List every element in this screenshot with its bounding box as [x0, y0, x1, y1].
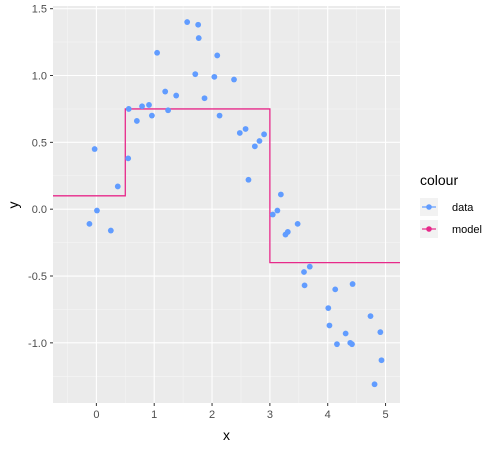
data-point-49	[377, 329, 384, 336]
x-tick-label-0: 0	[93, 409, 99, 421]
data-point-4	[114, 183, 121, 190]
data-point-42	[334, 341, 340, 348]
legend-key-data-point	[426, 204, 432, 210]
data-point-21	[214, 52, 221, 59]
data-point-5	[125, 155, 132, 162]
data-point-22	[216, 112, 223, 119]
data-point-10	[148, 112, 155, 119]
x-tick-label-5: 5	[382, 409, 388, 421]
data-point-46	[349, 281, 356, 287]
data-point-6	[125, 106, 132, 112]
legend-label-data: data	[452, 202, 474, 214]
y-tick-label-3: 0.5	[32, 137, 47, 149]
data-point-40	[326, 322, 333, 329]
data-point-35	[294, 220, 301, 227]
data-point-3	[107, 227, 114, 234]
x-tick-label-2: 2	[209, 409, 215, 421]
data-point-24	[236, 130, 243, 136]
data-point-38	[306, 263, 313, 270]
model-step-line	[53, 108, 400, 264]
data-point-11	[154, 49, 161, 56]
data-point-45	[349, 341, 355, 348]
data-point-32	[277, 191, 284, 198]
legend: colour data model	[420, 172, 482, 238]
x-axis-title: x	[223, 427, 230, 443]
data-point-29	[261, 131, 267, 138]
plot-panel	[53, 6, 400, 403]
data-point-17	[195, 21, 202, 28]
data-point-15	[184, 19, 191, 25]
y-tick-label-2: 0.0	[32, 204, 47, 216]
x-tick-label-4: 4	[325, 409, 331, 421]
data-point-48	[371, 381, 378, 388]
y-tick-label-5: 1.5	[32, 4, 47, 16]
data-point-16	[192, 71, 199, 78]
data-point-41	[332, 286, 339, 293]
data-point-43	[342, 330, 349, 337]
legend-entry-model: model	[420, 220, 482, 238]
data-point-47	[367, 313, 374, 320]
legend-entry-data: data	[420, 198, 474, 216]
x-axis-ticks: 0 1 2 3 4 5	[93, 403, 389, 421]
data-point-0	[86, 220, 93, 227]
data-point-9	[146, 102, 152, 108]
data-point-19	[201, 95, 208, 102]
x-tick-label-1: 1	[151, 409, 157, 421]
data-point-28	[256, 138, 263, 144]
data-point-36	[301, 269, 307, 275]
data-point-25	[242, 126, 249, 132]
data-point-20	[211, 73, 218, 80]
data-point-8	[139, 103, 145, 110]
legend-label-model: model	[452, 224, 482, 236]
data-point-50	[378, 357, 385, 364]
y-tick-label-0: -1.0	[28, 338, 47, 350]
legend-key-model-point	[426, 226, 432, 232]
data-point-2	[94, 207, 100, 214]
data-point-31	[274, 207, 281, 214]
data-point-14	[173, 92, 180, 99]
y-axis-ticks: -1.0 -0.5 0.0 0.5 1.0 1.5	[28, 4, 53, 350]
y-axis-title: y	[5, 202, 21, 209]
data-point-18	[195, 35, 202, 41]
data-point-37	[301, 282, 308, 289]
data-point-27	[251, 143, 258, 150]
x-tick-label-3: 3	[267, 409, 273, 421]
data-point-1	[91, 146, 98, 152]
data-point-12	[162, 88, 169, 95]
y-tick-label-4: 1.0	[32, 71, 47, 83]
grid-major	[53, 6, 400, 403]
data-point-34	[284, 229, 291, 235]
data-point-39	[325, 305, 332, 311]
data-point-13	[165, 107, 171, 114]
data-point-26	[245, 176, 252, 183]
y-tick-label-1: -0.5	[28, 271, 47, 283]
points-layer	[86, 19, 385, 388]
data-point-23	[231, 76, 237, 83]
model-layer	[53, 108, 400, 264]
data-point-30	[269, 211, 276, 218]
legend-title: colour	[420, 172, 458, 188]
data-point-7	[133, 118, 140, 124]
